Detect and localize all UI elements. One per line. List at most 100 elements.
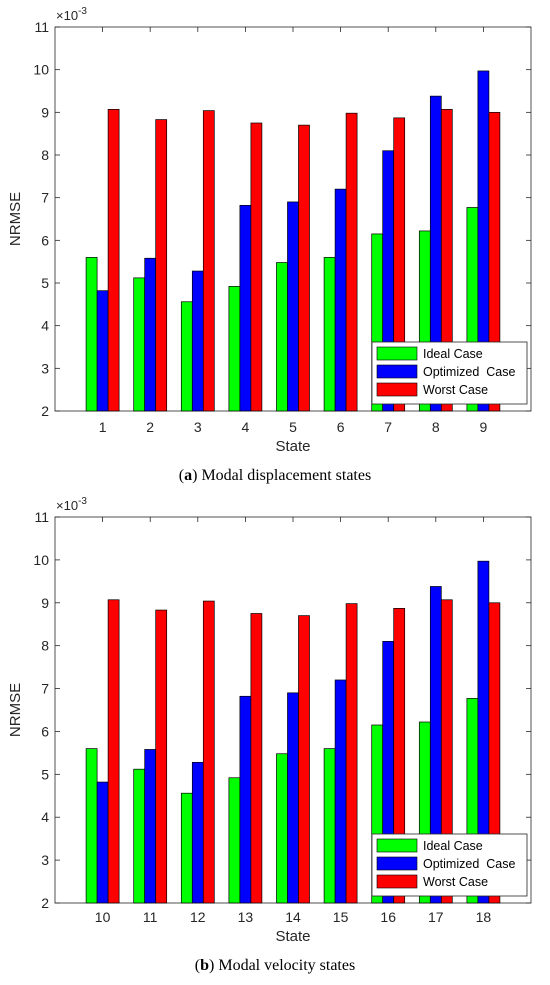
legend-swatch <box>376 346 418 361</box>
y-tick-label: 5 <box>41 766 49 782</box>
x-tick-label: 7 <box>384 419 392 435</box>
caption-b-text: Modal velocity states <box>218 957 356 974</box>
legend-label: Ideal Case <box>423 839 483 853</box>
y-tick-label: 3 <box>41 852 49 868</box>
bar-worst-case-14 <box>298 615 310 904</box>
bar-optimized-case-2 <box>144 257 157 412</box>
bar-ideal-case-2 <box>133 277 146 412</box>
bar-worst-case-17 <box>440 599 453 904</box>
y-tick-label: 7 <box>41 681 49 697</box>
y-tick-label: 7 <box>41 190 49 206</box>
bar-optimized-case-6 <box>334 188 347 412</box>
bar-optimized-case-3 <box>191 270 204 412</box>
bar-worst-case-18 <box>488 602 501 904</box>
bar-ideal-case-6 <box>323 257 336 412</box>
x-tick-label: 3 <box>194 419 202 435</box>
x-tick-label: 6 <box>337 419 345 435</box>
legend-swatch <box>376 364 418 379</box>
legend-swatch <box>376 838 418 853</box>
bar-optimized-case-13 <box>239 695 252 904</box>
caption-b-prefix: ( <box>194 957 201 974</box>
bar-ideal-case-13 <box>228 777 241 904</box>
bar-ideal-case-14 <box>276 753 288 904</box>
y-tick-label: 6 <box>41 723 49 739</box>
x-axis-label: State <box>275 928 310 945</box>
bar-ideal-case-3 <box>180 301 193 412</box>
bar-worst-case-3 <box>202 110 215 412</box>
x-tick-label: 13 <box>238 909 254 925</box>
bar-worst-case-6 <box>345 112 358 412</box>
bar-optimized-case-15 <box>334 679 347 904</box>
caption-b-suffix: ) <box>209 957 219 974</box>
bar-ideal-case-4 <box>228 286 241 412</box>
x-tick-label: 15 <box>333 909 349 925</box>
legend-label: Worst Case <box>423 875 488 889</box>
chart-panel-1: 2 3 4 5 6 7 8 9 10 11 ×10-3 1 2 3 4 5 6 7 8 9 State NRMSE Idea… <box>7 6 532 455</box>
bar-optimized-case-11 <box>144 749 157 904</box>
chart-panel-2: 2 3 4 5 6 7 8 9 10 11 ×10-3 10 11 12 13 14 15 16 17 18 State… <box>7 496 532 945</box>
x-tick-label: 17 <box>428 909 444 925</box>
x-tick-label: 2 <box>146 419 154 435</box>
y-tick-label: 11 <box>34 509 49 525</box>
caption-a-label: a <box>184 467 193 484</box>
bar-optimized-case-12 <box>191 761 204 904</box>
caption-b-label: b <box>200 957 210 974</box>
legend-label: Optimized Case <box>423 857 515 871</box>
bar-worst-case-4 <box>250 122 263 412</box>
caption-b: (b) Modal velocity states <box>0 957 550 975</box>
x-tick-label: 16 <box>380 909 396 925</box>
bar-optimized-case-10 <box>96 781 109 904</box>
y-tick-label: 8 <box>41 147 49 163</box>
bar-ideal-case-15 <box>323 748 336 904</box>
x-tick-label: 9 <box>480 419 488 435</box>
x-axis-label: State <box>275 438 310 455</box>
x-tick-label: 11 <box>143 909 158 925</box>
bar-worst-case-7 <box>393 117 406 412</box>
y-axis-label: NRMSE <box>7 683 24 737</box>
bar-worst-case-1 <box>107 108 120 412</box>
bar-ideal-case-11 <box>133 768 146 904</box>
y-tick-label: 2 <box>41 403 49 419</box>
y-tick-label: 9 <box>41 595 49 611</box>
legend: Ideal Case Optimized Case Worst Case <box>371 341 528 405</box>
bar-ideal-case-5 <box>276 262 288 412</box>
x-tick-label: 8 <box>432 419 440 435</box>
bar-optimized-case-5 <box>287 201 299 412</box>
x-tick-label: 1 <box>99 419 107 435</box>
y-tick-label: 2 <box>41 895 49 911</box>
caption-a-text: Modal displacement states <box>201 467 372 484</box>
y-tick-label: 8 <box>41 638 49 654</box>
x-tick-label: 18 <box>476 909 492 925</box>
bar-worst-case-8 <box>440 108 453 412</box>
caption-a-prefix: ( <box>178 467 185 484</box>
bar-worst-case-9 <box>488 111 501 412</box>
bar-worst-case-10 <box>107 599 120 904</box>
x-tick-label: 12 <box>190 909 206 925</box>
y-tick-label: 6 <box>41 232 49 248</box>
legend: Ideal Case Optimized Case Worst Case <box>371 833 528 897</box>
bar-worst-case-2 <box>155 119 168 412</box>
bar-worst-case-16 <box>393 608 406 904</box>
legend-label: Ideal Case <box>423 347 483 361</box>
bar-ideal-case-12 <box>180 792 193 904</box>
bar-optimized-case-4 <box>239 204 252 412</box>
bar-worst-case-13 <box>250 613 263 904</box>
y-exponent-value: -3 <box>78 496 87 507</box>
x-tick-label: 4 <box>242 419 250 435</box>
y-tick-label: 9 <box>41 104 49 120</box>
y-tick-label: 10 <box>33 552 49 568</box>
x-tick-label: 14 <box>285 909 301 925</box>
bar-optimized-case-1 <box>96 290 109 412</box>
legend-swatch <box>376 382 418 397</box>
caption-a-suffix: ) <box>192 467 202 484</box>
y-tick-label: 3 <box>41 360 49 376</box>
y-exponent-label: ×10-3 <box>56 6 87 23</box>
legend-swatch <box>376 874 418 889</box>
bar-worst-case-15 <box>345 603 358 904</box>
bar-worst-case-12 <box>202 600 215 904</box>
caption-a: (a) Modal displacement states <box>0 467 550 485</box>
legend-swatch <box>376 856 418 871</box>
bar-ideal-case-10 <box>85 748 98 904</box>
y-tick-label: 4 <box>41 318 49 334</box>
